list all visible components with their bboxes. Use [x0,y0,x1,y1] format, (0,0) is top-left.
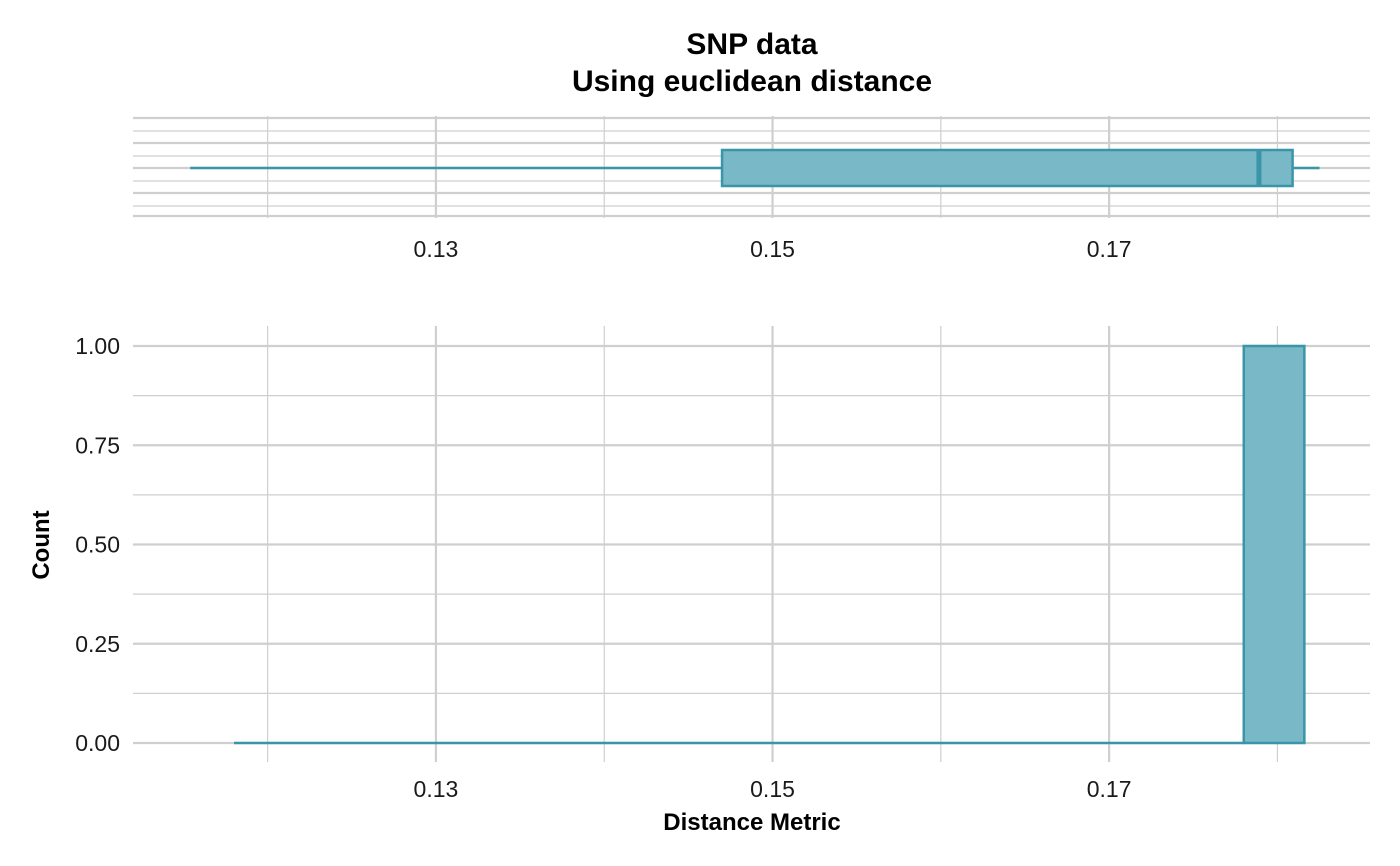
histogram-x-tick-label: 0.17 [1087,776,1132,802]
y-axis-title: Count [28,510,55,579]
histogram-y-axis: 0.00 0.25 0.50 0.75 1.00 [75,333,120,756]
boxplot-marks [190,148,1320,188]
histogram-y-tick-label: 0.25 [75,631,120,657]
boxplot-x-tick-label: 0.13 [414,236,459,262]
histogram-y-tick-label: 0.50 [75,532,120,558]
histogram-panel: 0.13 0.15 0.17 0.00 0.25 0.50 0.75 1.00 [75,326,1370,802]
boxplot-x-tick-label: 0.17 [1087,236,1132,262]
histogram-y-tick-label: 0.00 [75,730,120,756]
histogram-y-tick-label: 1.00 [75,333,120,359]
histogram-x-axis: 0.13 0.15 0.17 [414,776,1132,802]
histogram-marks [233,344,1306,745]
chart-title: SNP data [686,28,817,61]
boxplot-x-axis: 0.13 0.15 0.17 [414,236,1132,262]
histogram-grid [133,326,1370,762]
chart-subtitle: Using euclidean distance [572,65,932,98]
histogram-y-tick-label: 0.75 [75,432,120,458]
histogram-bar [1242,344,1306,745]
box-iqr [720,148,1294,188]
boxplot-x-tick-label: 0.15 [750,236,795,262]
x-axis-title: Distance Metric [663,809,840,836]
histogram-x-tick-label: 0.13 [414,776,459,802]
histogram-x-tick-label: 0.15 [750,776,795,802]
boxplot-panel: 0.13 0.15 0.17 [133,116,1370,262]
